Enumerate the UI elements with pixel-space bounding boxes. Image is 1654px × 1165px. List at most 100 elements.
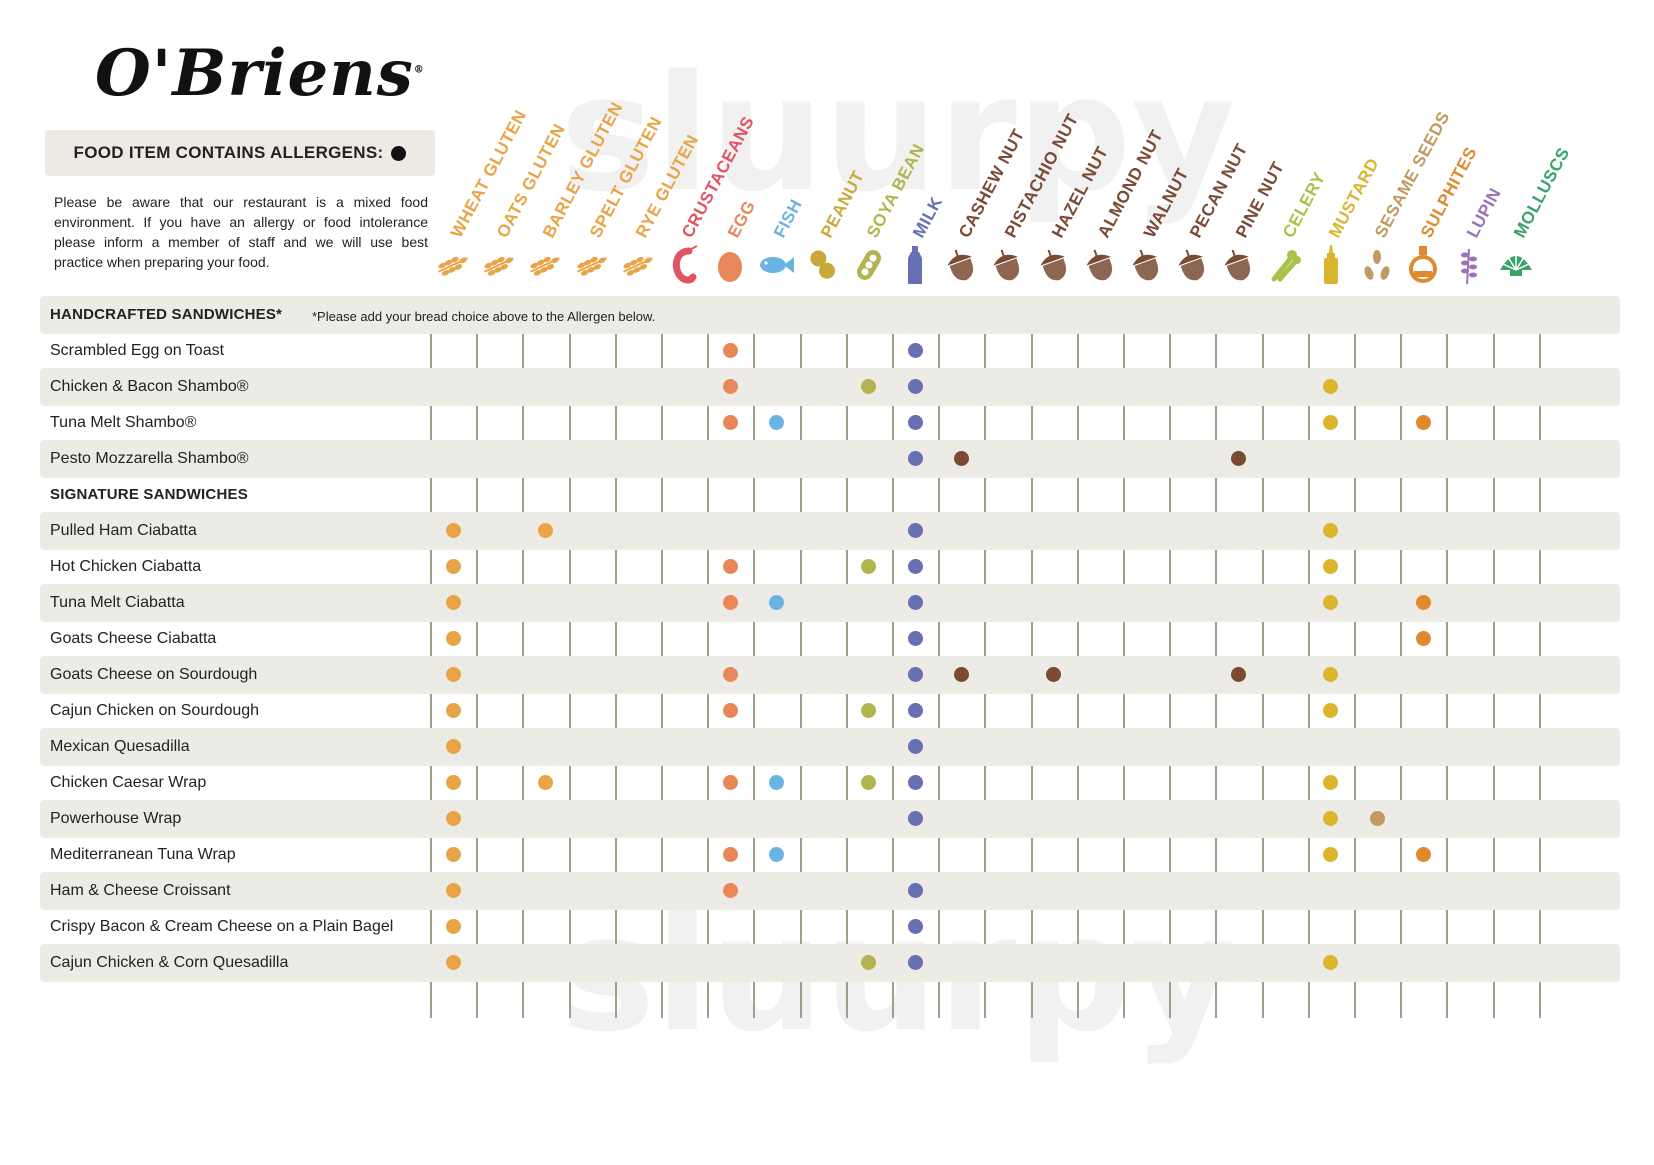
allergen-dot [445,919,461,934]
allergen-dot [722,559,738,574]
allergen-dot [445,631,461,646]
allergen-dot [445,667,461,682]
menu-item-row: Ham & Cheese Croissant [40,872,1620,910]
shrimp-icon [664,244,704,286]
allergen-dot [722,343,738,358]
menu-item-name: Goats Cheese on Sourdough [50,666,258,683]
fish-icon [756,244,796,286]
allergen-dot [722,775,738,790]
nut-icon [987,244,1027,286]
allergen-dot-icon [391,145,407,161]
allergen-dot [907,739,923,754]
allergen-label-molluscs: MOLLUSCS [1509,144,1574,241]
allergen-dot [1230,451,1246,466]
allergen-dot [1323,775,1339,790]
allergen-dot [722,379,738,394]
allergen-dot [907,631,923,646]
menu-item-name: Ham & Cheese Croissant [50,882,231,899]
section-note: *Please add your bread choice above to t… [312,309,656,324]
allergen-legend: FOOD ITEM CONTAINS ALLERGENS: [45,130,435,176]
allergen-dot [861,559,877,574]
allergen-dot [907,415,923,430]
allergen-dot [907,775,923,790]
wheat-icon [479,244,519,286]
menu-item-name: Pulled Ham Ciabatta [50,522,197,539]
allergen-label-celery: CELERY [1278,169,1329,241]
menu-item-row: Tuna Melt Ciabatta [40,584,1620,622]
menu-item-name: Crispy Bacon & Cream Cheese on a Plain B… [50,918,394,935]
section-header-row: HANDCRAFTED SANDWICHES* *Please add your … [40,296,1620,334]
legend-label: FOOD ITEM CONTAINS ALLERGENS: [73,143,384,162]
allergen-dot [537,775,553,790]
allergen-dot [1323,811,1339,826]
wheat-icon [618,244,658,286]
menu-item-name: Chicken & Bacon Shambo® [50,378,249,395]
allergen-dot [1323,559,1339,574]
allergen-dot [907,559,923,574]
flask-icon [1403,244,1443,286]
allergen-dot [445,559,461,574]
menu-item-name: Powerhouse Wrap [50,810,182,827]
menu-item-row: Mexican Quesadilla [40,728,1620,766]
allergen-dot [722,595,738,610]
allergen-dot [722,667,738,682]
menu-item-row: Cajun Chicken & Corn Quesadilla [40,944,1620,982]
menu-item-row: Goats Cheese on Sourdough [40,656,1620,694]
celery-icon [1265,244,1305,286]
allergen-dot [445,883,461,898]
wheat-icon [525,244,565,286]
nut-icon [1126,244,1166,286]
allergen-dot [861,775,877,790]
allergen-label-milk: MILK [909,193,947,241]
allergen-dot [907,523,923,538]
section-title: HANDCRAFTED SANDWICHES* [50,306,283,323]
allergen-dot [1230,667,1246,682]
nut-icon [941,244,981,286]
allergen-dot [907,919,923,934]
allergen-dot [1415,595,1431,610]
allergen-label-peanut: PEANUT [816,167,868,241]
menu-item-row: Goats Cheese Ciabatta [40,620,1620,658]
allergen-dot [907,379,923,394]
menu-item-row: Cajun Chicken on Sourdough [40,692,1620,730]
menu-item-name: Cajun Chicken on Sourdough [50,702,260,719]
allergen-dot [768,415,784,430]
allergen-dot [953,667,969,682]
menu-item-name: Tuna Melt Shambo® [50,414,197,431]
allergen-label-lupin: LUPIN [1463,184,1506,241]
nut-icon [1080,244,1120,286]
menu-item-row: Mediterranean Tuna Wrap [40,836,1620,874]
allergen-dot [537,523,553,538]
allergen-dot [445,739,461,754]
allergen-dot [861,379,877,394]
allergen-dot [1369,811,1385,826]
allergen-dot [1323,379,1339,394]
allergen-dot [722,415,738,430]
allergen-dot [907,703,923,718]
allergen-dot [907,595,923,610]
allergen-dot [907,667,923,682]
mustard-bottle-icon [1311,244,1351,286]
allergy-notice: Please be aware that our restaurant is a… [54,194,428,270]
menu-item-name: Scrambled Egg on Toast [50,342,225,359]
allergen-dot [768,847,784,862]
nut-icon [1172,244,1212,286]
allergen-dot [1323,955,1339,970]
allergen-dot [445,955,461,970]
menu-item-name: Mexican Quesadilla [50,738,190,755]
allergen-dot [1323,847,1339,862]
allergen-label-fish: FISH [770,196,807,241]
peanut-icon [803,244,843,286]
menu-item-row: Scrambled Egg on Toast [40,332,1620,370]
allergen-dot [445,775,461,790]
menu-item-name: Tuna Melt Ciabatta [50,594,185,611]
allergen-dot [907,883,923,898]
allergen-dot [768,595,784,610]
allergen-dot [768,775,784,790]
menu-item-name: Pesto Mozzarella Shambo® [50,450,249,467]
allergen-dot [722,883,738,898]
allergen-dot [1323,523,1339,538]
menu-item-row: Crispy Bacon & Cream Cheese on a Plain B… [40,908,1620,946]
allergen-dot [1323,415,1339,430]
menu-item-name: Cajun Chicken & Corn Quesadilla [50,954,289,971]
